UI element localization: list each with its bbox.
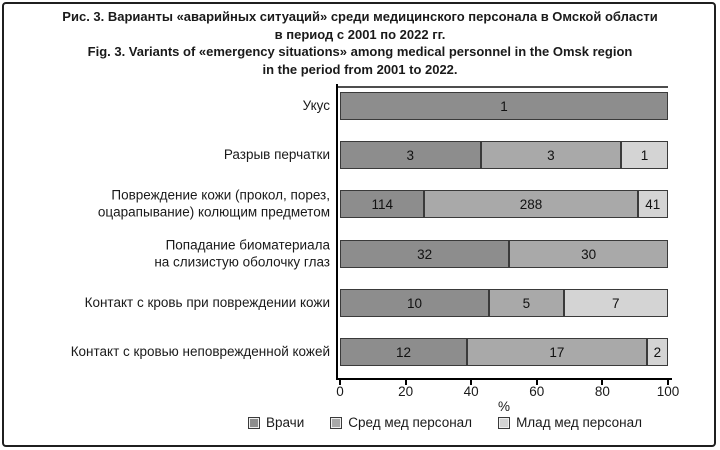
segment-value-label: 2	[653, 344, 662, 360]
category-label: Укус	[302, 97, 330, 113]
legend-item: Врачи	[247, 415, 305, 430]
bar-segment: 41	[637, 190, 668, 218]
x-axis-tick	[404, 380, 407, 385]
legend-item: Сред мед персонал	[330, 415, 472, 430]
category-label: Контакт с кровью неповрежденной кожей	[70, 343, 330, 359]
segment-value-label: 3	[406, 147, 415, 163]
bar-segment: 288	[424, 190, 638, 218]
segment-value-label: 288	[519, 196, 543, 212]
title-en-line1: Fig. 3. Variants of «emergency situation…	[87, 44, 633, 59]
bar-row: 12 17 2	[340, 338, 668, 366]
segment-value-label: 10	[407, 295, 423, 311]
bar-row: 114 288 41	[340, 190, 668, 218]
x-axis-tick	[470, 380, 473, 385]
segment-value-label: 114	[371, 196, 393, 212]
bar-segment: 1	[340, 92, 668, 120]
bar-row: 1	[340, 92, 668, 120]
segment-value-label: 7	[612, 295, 620, 311]
bar-segment: 17	[466, 338, 647, 366]
bar-row: 10 5 7	[340, 289, 668, 317]
bar-segment: 7	[563, 289, 668, 317]
x-axis-line	[336, 378, 672, 380]
x-axis-tick-label: 20	[398, 384, 414, 399]
x-axis-tick	[601, 380, 604, 385]
x-axis-tick-label: 60	[529, 384, 545, 399]
legend-label: Млад мед персонал	[516, 415, 643, 430]
bar-segment: 12	[340, 338, 467, 366]
category-label: Повреждение кожи (прокол, порез, оцарапы…	[97, 187, 330, 220]
segment-value-label: 1	[640, 147, 649, 163]
segment-value-label: 30	[581, 246, 597, 262]
x-axis-title: %	[497, 399, 510, 414]
legend: Врачи Сред мед персонал Млад мед персонал	[180, 415, 710, 430]
bar-segment: 3	[480, 141, 622, 169]
x-axis-tick	[667, 380, 669, 385]
bar-segment: 2	[646, 338, 668, 366]
segment-value-label: 32	[417, 246, 433, 262]
title-en-line2: in the period from 2001 to 2022.	[262, 61, 458, 77]
plot-top-spine	[338, 86, 668, 88]
bar-segment: 1	[621, 141, 668, 169]
bar-segment: 3	[340, 141, 481, 169]
bar-segment: 10	[340, 289, 490, 317]
category-label: Контакт с кровь при повреждении кожи	[84, 294, 330, 310]
bar-row: 32 30	[340, 240, 668, 268]
bar-segment: 30	[509, 240, 668, 268]
x-axis-tick-label: 100	[656, 384, 680, 399]
x-axis-tick-label: 0	[336, 384, 344, 399]
legend-label: Врачи	[265, 415, 305, 430]
legend-swatch	[498, 416, 511, 429]
x-axis-tick-label: 80	[594, 384, 610, 399]
title-ru-line2: в период с 2001 по 2022 гг.	[274, 26, 446, 42]
bar-segment: 5	[489, 289, 564, 317]
bar-row: 3 3 1	[340, 141, 668, 169]
category-label: Попадание биоматериала на слизистую обол…	[154, 237, 330, 270]
y-axis-line	[336, 84, 338, 380]
bar-segment: 114	[340, 190, 425, 218]
legend-item: Млад мед персонал	[498, 415, 642, 430]
segment-value-label: 12	[395, 344, 411, 360]
legend-label: Сред мед персонал	[348, 415, 473, 430]
segment-value-label: 17	[549, 344, 565, 360]
segment-value-label: 3	[547, 147, 555, 163]
segment-value-label: 5	[522, 295, 531, 311]
bar-segment: 32	[340, 240, 510, 268]
x-axis-tick	[535, 380, 538, 385]
x-axis-tick	[339, 380, 341, 385]
legend-swatch	[330, 416, 343, 429]
figure-title: Рис. 3. Варианты «аварийных ситуаций» ср…	[10, 8, 710, 78]
category-label: Разрыв перчатки	[223, 146, 330, 162]
x-axis-tick-label: 40	[463, 384, 479, 399]
segment-value-label: 1	[500, 98, 508, 114]
legend-swatch	[247, 416, 260, 429]
segment-value-label: 41	[645, 196, 661, 212]
title-ru-line1: Рис. 3. Варианты «аварийных ситуаций» ср…	[62, 9, 658, 24]
